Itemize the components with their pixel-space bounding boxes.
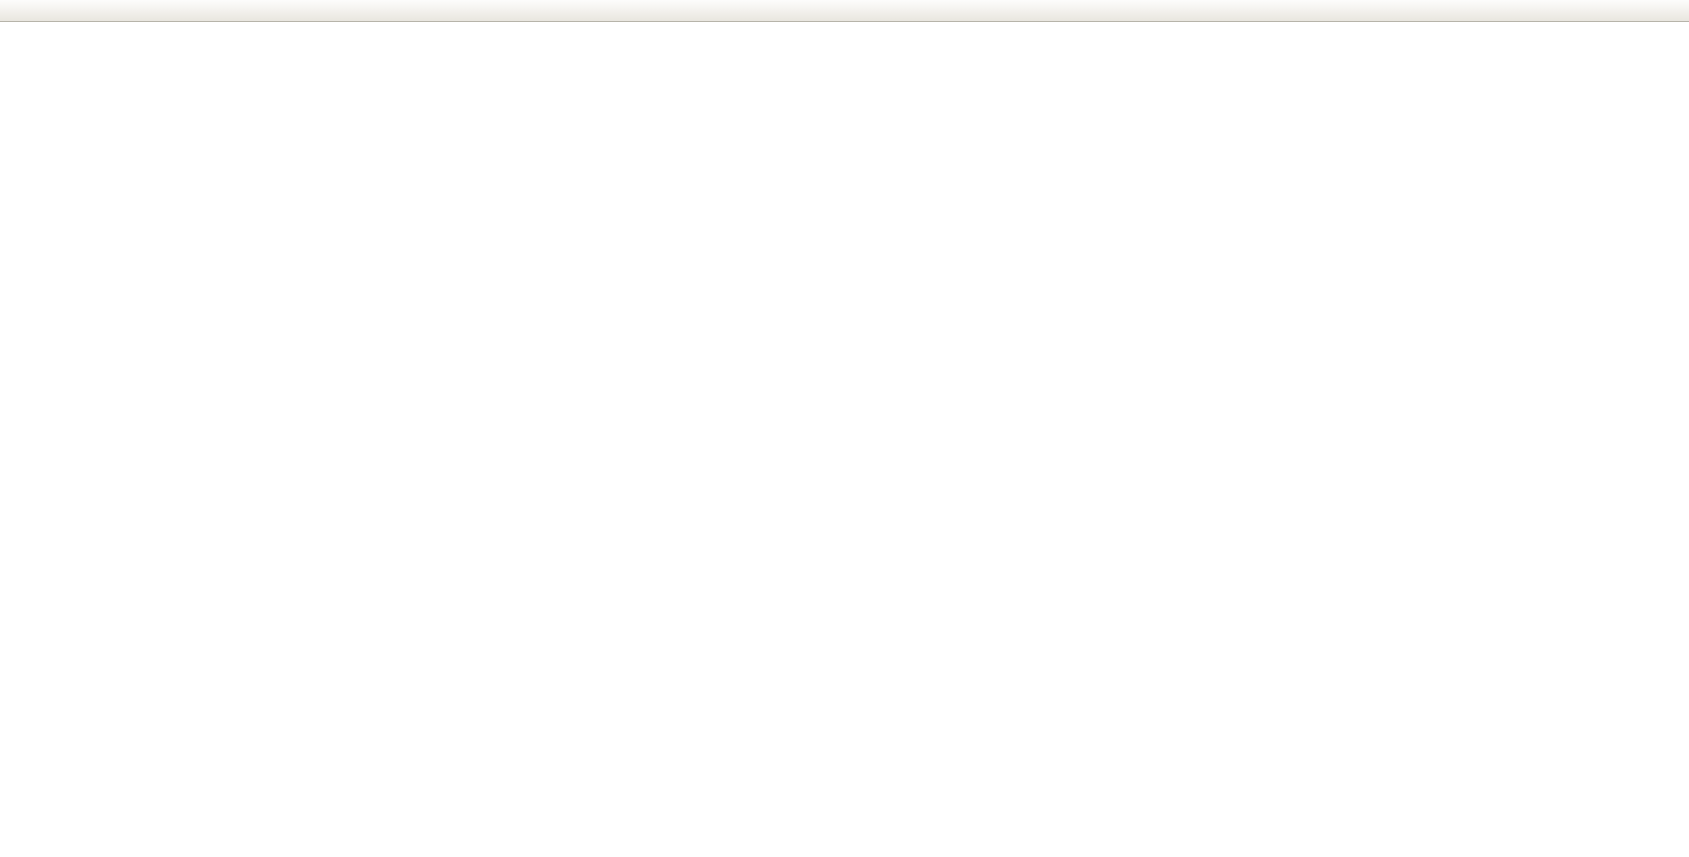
chart-canvas[interactable] bbox=[0, 22, 1689, 857]
chart-window bbox=[0, 22, 1689, 857]
toolbar bbox=[0, 0, 1689, 22]
